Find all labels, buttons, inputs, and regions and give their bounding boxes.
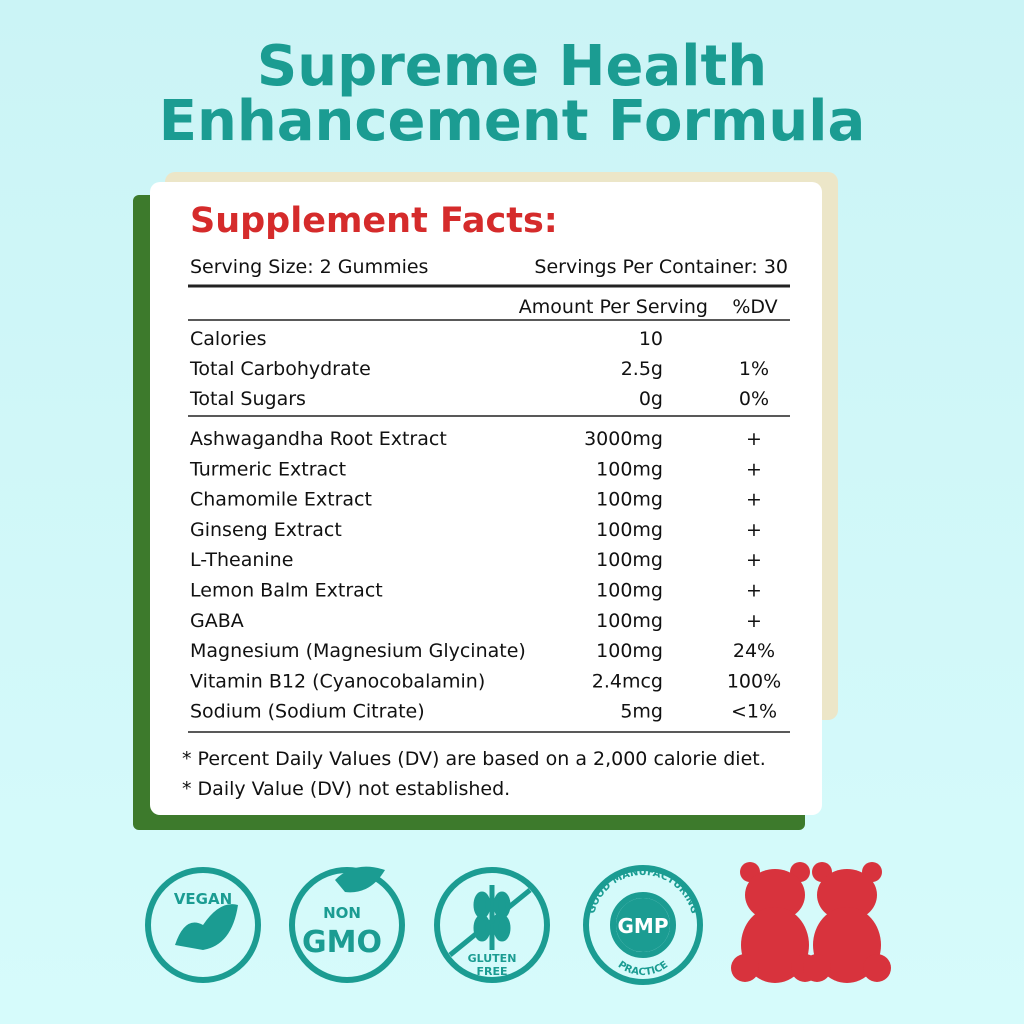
- row-name: Chamomile Extract: [190, 489, 372, 511]
- facts-card: [150, 182, 822, 815]
- servings-per-container: Servings Per Container: 30: [534, 256, 788, 278]
- badge-ring-text: PRACTICE: [616, 959, 670, 978]
- row-name: L-Theanine: [190, 549, 293, 571]
- row-name: Ginseng Extract: [190, 519, 342, 541]
- badge-text: GLUTEN: [468, 952, 517, 965]
- row-dv: 24%: [733, 640, 775, 662]
- row-name: Ashwagandha Root Extract: [190, 428, 447, 450]
- row-dv: +: [746, 580, 762, 602]
- badge-text: NON: [323, 904, 361, 922]
- facts-rows: Calories 10 Total Carbohydrate 2.5g 1% Total …: [189, 328, 781, 723]
- serving-size: Serving Size: 2 Gummies: [190, 256, 428, 278]
- row-amount: 100mg: [596, 580, 663, 602]
- row-amount: 2.4mcg: [592, 670, 663, 692]
- row-amount: 5mg: [620, 701, 663, 723]
- row-name: Vitamin B12 (Cyanocobalamin): [190, 670, 485, 692]
- gmp-disc: [616, 898, 670, 952]
- row-name: Turmeric Extract: [189, 458, 346, 480]
- title: Supreme Health: [257, 34, 767, 99]
- footnote: * Percent Daily Values (DV) are based on…: [182, 748, 766, 770]
- row-dv: +: [746, 519, 762, 541]
- row-name: Sodium (Sodium Citrate): [190, 701, 425, 723]
- badge-text: VEGAN: [174, 890, 232, 908]
- row-dv: +: [746, 610, 762, 632]
- row-name: Magnesium (Magnesium Glycinate): [190, 640, 526, 662]
- row-amount: 100mg: [596, 458, 663, 480]
- row-amount: 3000mg: [584, 428, 663, 450]
- leaf-icon: [175, 904, 238, 950]
- row-amount: 100mg: [596, 610, 663, 632]
- badge-ring-text: PRACTICE: [616, 959, 670, 978]
- row-dv: +: [746, 489, 762, 511]
- column-header: %DV: [732, 296, 777, 318]
- row-amount: 2.5g: [621, 358, 663, 380]
- leaf-icon: [335, 866, 385, 893]
- badge-text: GMO: [302, 925, 382, 960]
- title: Enhancement Formula: [159, 89, 866, 154]
- row-amount: 100mg: [596, 549, 663, 571]
- row-amount: 100mg: [596, 640, 663, 662]
- row-dv: 0%: [739, 388, 769, 410]
- footnote: * Daily Value (DV) not established.: [182, 778, 510, 800]
- row-dv: +: [746, 428, 762, 450]
- row-name: GABA: [190, 610, 244, 632]
- badge-text: GMP: [618, 914, 669, 938]
- row-amount: 0g: [639, 388, 663, 410]
- row-dv: +: [746, 549, 762, 571]
- row-amount: 100mg: [596, 519, 663, 541]
- row-dv: <1%: [731, 701, 777, 723]
- row-name: Total Sugars: [189, 388, 306, 410]
- column-header: Amount Per Serving: [519, 296, 708, 318]
- row-name: Total Carbohydrate: [189, 358, 371, 380]
- badge-rings: [145, 865, 703, 985]
- gummy-bears: [731, 862, 891, 983]
- row-amount: 10: [639, 328, 663, 350]
- row-dv: 1%: [739, 358, 769, 380]
- facts-title: Supplement Facts:: [190, 201, 558, 241]
- row-dv: +: [746, 458, 762, 480]
- wheat-icon: [448, 885, 532, 957]
- row-name: Calories: [190, 328, 267, 350]
- badge-text: FREE: [476, 965, 507, 978]
- row-amount: 100mg: [596, 489, 663, 511]
- row-dv: 100%: [727, 670, 781, 692]
- row-name: Lemon Balm Extract: [190, 580, 383, 602]
